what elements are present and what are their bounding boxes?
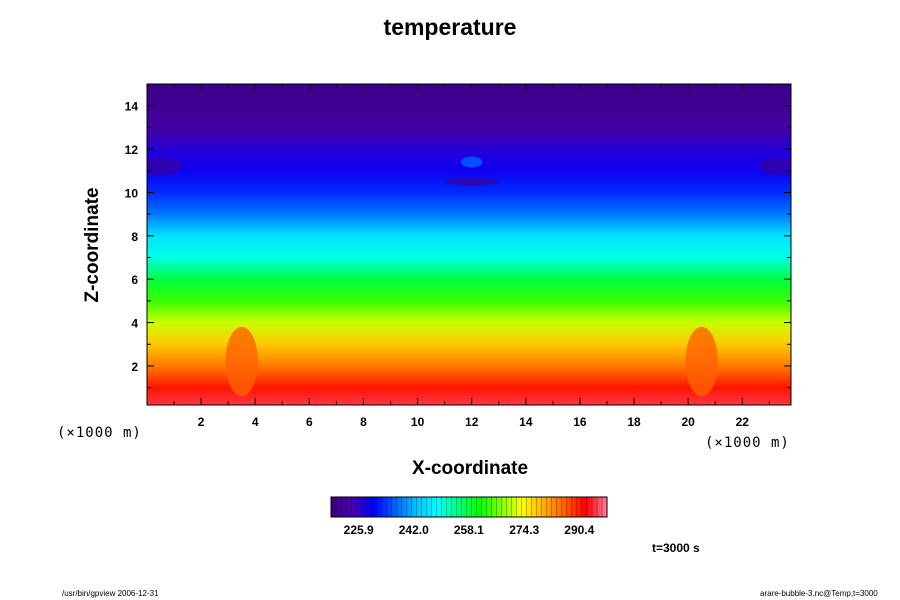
colorbar-tick-label: 242.0 <box>399 523 429 537</box>
y-tick-label: 12 <box>125 143 139 157</box>
time-label: t=3000 s <box>652 541 700 555</box>
field-anomaly <box>444 177 499 186</box>
x-tick-label: 4 <box>252 415 259 429</box>
colorbar-tick-label: 258.1 <box>454 523 484 537</box>
colorbar-tick-label: 225.9 <box>344 523 374 537</box>
colorbar-tick-label: 274.3 <box>509 523 539 537</box>
y-tick-label: 14 <box>125 100 139 114</box>
x-tick-label: 20 <box>681 415 695 429</box>
colorbar-tick-label: 290.4 <box>564 523 594 537</box>
x-axis-label: X-coordinate <box>411 458 529 479</box>
x-scale-label: (×1000 m) <box>705 435 790 451</box>
field-anomaly <box>147 157 183 176</box>
y-tick-label: 2 <box>131 360 138 374</box>
x-tick-label: 16 <box>573 415 587 429</box>
plot-frame <box>146 83 792 406</box>
footer-command: /usr/bin/gpview 2006-12-31 <box>62 589 159 598</box>
y-tick-label: 8 <box>131 230 138 244</box>
x-tick-label: 6 <box>306 415 313 429</box>
colorbar-segments <box>335 497 603 517</box>
field-features <box>147 156 791 397</box>
y-tick-label: 6 <box>131 273 138 287</box>
x-tick-label: 14 <box>519 415 533 429</box>
x-axis: 2 4 6 8 10 12 14 16 18 20 22 <box>173 84 770 429</box>
chart-title: temperature <box>383 14 517 40</box>
x-tick-label: 2 <box>198 415 205 429</box>
x-tick-label: 22 <box>736 415 750 429</box>
field-anomaly <box>225 326 258 397</box>
field-anomaly <box>685 326 718 397</box>
field-anomaly <box>460 156 483 168</box>
footer-source: arare-bubble-3.nc@Temp,t=3000 <box>760 589 878 598</box>
colorbar-ticks: 225.9 242.0 258.1 274.3 290.4 <box>344 523 595 537</box>
x-tick-label: 18 <box>627 415 641 429</box>
colorbar <box>330 496 608 518</box>
x-tick-label: 10 <box>411 415 425 429</box>
x-tick-label: 8 <box>360 415 367 429</box>
field-anomaly <box>758 157 791 176</box>
y-tick-label: 10 <box>125 186 139 200</box>
y-axis-label: Z-coordinate <box>82 187 103 303</box>
x-tick-label: 12 <box>465 415 479 429</box>
z-scale-label: (×1000 m) <box>57 425 142 441</box>
y-axis: 2 4 6 8 10 12 14 <box>125 83 791 389</box>
y-tick-label: 4 <box>131 317 138 331</box>
